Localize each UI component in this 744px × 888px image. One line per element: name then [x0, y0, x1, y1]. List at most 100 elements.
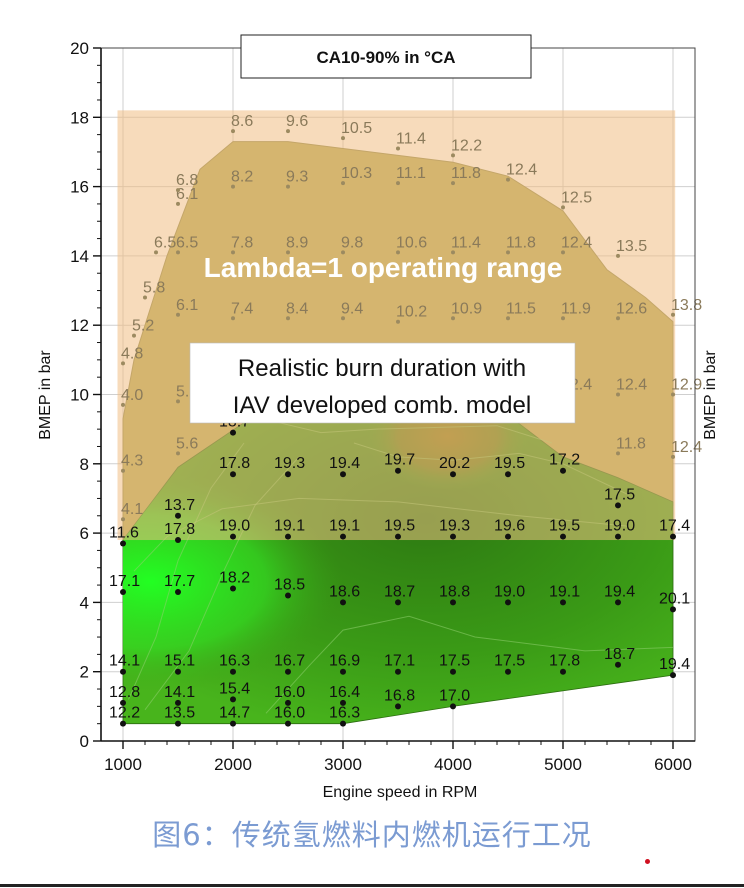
faded-point-37	[561, 316, 565, 321]
measured-point-8	[175, 589, 181, 596]
measured-point-label-30: 16.8	[384, 687, 415, 704]
faded-point-label-9: 6.5	[176, 234, 198, 251]
measured-point-4	[120, 540, 126, 547]
measured-point-label-10: 13.7	[164, 497, 195, 514]
measured-point-label-14: 18.2	[219, 570, 250, 587]
measured-point-label-19: 16.0	[274, 684, 305, 701]
faded-point-label-4: 5.2	[132, 318, 154, 335]
measured-point-label-51: 17.5	[604, 486, 635, 503]
measured-point-label-23: 19.3	[274, 455, 305, 472]
chart-title: CA10-90% in °CA	[316, 48, 455, 67]
faded-point-label-39: 12.4	[561, 234, 592, 251]
faded-point-39	[561, 250, 565, 255]
x-axis-ticks: 1000 2000 3000 4000 5000 6000	[104, 741, 692, 774]
faded-point-label-43: 12.6	[616, 300, 647, 317]
measured-point-16	[230, 471, 236, 478]
measured-point-label-32: 18.7	[384, 583, 415, 600]
measured-point-label-5: 13.5	[164, 705, 195, 722]
faded-point-25	[341, 136, 345, 141]
measured-point-43	[505, 471, 511, 478]
faded-point-label-37: 11.9	[561, 300, 591, 317]
y-tick-label-8: 16	[70, 178, 89, 197]
measured-point-44	[560, 668, 566, 675]
measured-point-label-28: 19.1	[329, 518, 360, 535]
faded-point-label-12: 5.6	[176, 435, 198, 452]
measured-point-22	[285, 533, 291, 540]
y-tick-label-4: 8	[80, 455, 89, 474]
measured-point-49	[615, 599, 621, 606]
faded-point-15	[231, 184, 235, 189]
measured-point-label-22: 19.1	[274, 518, 305, 535]
faded-point-label-23: 9.8	[341, 234, 363, 251]
faded-point-label-34: 11.5	[506, 300, 536, 317]
faded-point-5	[143, 295, 147, 300]
measured-point-45	[560, 599, 566, 606]
measured-point-label-9: 17.8	[164, 521, 195, 538]
faded-point-label-8: 6.1	[176, 297, 198, 314]
y-axis-title-left: BMEP in bar	[37, 350, 54, 440]
measured-point-label-54: 17.4	[659, 518, 690, 535]
faded-point-12	[176, 451, 180, 456]
measured-point-17	[230, 429, 236, 436]
faded-point-label-25: 10.5	[341, 120, 372, 137]
faded-point-13	[231, 316, 235, 321]
measured-point-label-41: 19.0	[494, 583, 525, 600]
measured-point-label-2: 14.1	[109, 653, 140, 670]
measured-point-label-40: 17.5	[494, 653, 525, 670]
y-tick-label-3: 6	[80, 524, 89, 543]
measured-point-label-25: 16.4	[329, 684, 360, 701]
measured-point-label-52: 19.4	[659, 656, 690, 673]
y-tick-label-9: 18	[70, 108, 89, 127]
measured-point-label-47: 17.2	[549, 452, 580, 469]
faded-point-label-31: 11.4	[451, 234, 481, 251]
x-tick-label-2: 3000	[324, 755, 362, 774]
measured-point-9	[175, 537, 181, 544]
measured-point-30	[395, 703, 401, 710]
measured-point-label-36: 17.5	[439, 653, 470, 670]
faded-point-41	[616, 451, 620, 456]
faded-point-label-45: 12.4	[671, 439, 702, 456]
faded-point-label-41: 11.8	[616, 435, 646, 452]
faded-point-label-1: 4.0	[121, 387, 143, 404]
faded-point-label-46: 12.9	[671, 377, 702, 394]
faded-point-label-28: 11.1	[396, 165, 426, 182]
measured-point-24	[340, 720, 346, 727]
faded-point-47	[671, 312, 675, 317]
faded-point-label-3: 4.1	[121, 501, 143, 518]
note-line-1: Realistic burn duration with	[238, 355, 526, 382]
faded-point-label-33: 12.2	[451, 137, 482, 154]
measured-point-47	[560, 467, 566, 474]
faded-point-28	[396, 181, 400, 186]
y-tick-label-6: 12	[70, 316, 89, 335]
faded-point-46	[671, 392, 675, 397]
measured-point-label-37: 18.8	[439, 583, 470, 600]
chart: 4.34.04.84.15.25.86.55.86.16.56.16.85.67…	[37, 34, 719, 801]
measured-point-1	[120, 699, 126, 706]
faded-point-8	[176, 312, 180, 317]
faded-point-label-29: 11.4	[396, 130, 426, 147]
faded-point-35	[506, 250, 510, 255]
measured-point-40	[505, 668, 511, 675]
measured-point-label-43: 19.5	[494, 455, 525, 472]
faded-point-1	[121, 402, 125, 407]
faded-point-19	[286, 250, 290, 255]
measured-point-41	[505, 599, 511, 606]
measured-point-7	[175, 668, 181, 675]
faded-point-7	[176, 399, 180, 404]
y-axis-ticks: 0 2 4 6 8 10 12 14 16 18 20	[70, 39, 101, 751]
lambda-range-label: Lambda=1 operating range	[204, 252, 563, 283]
x-tick-label-0: 1000	[104, 755, 142, 774]
measured-point-14	[230, 585, 236, 592]
faded-point-4	[132, 333, 136, 338]
burn-duration-note: Realistic burn duration with IAV develop…	[189, 342, 576, 424]
measured-point-label-31: 17.1	[384, 653, 415, 670]
faded-point-44	[616, 253, 620, 258]
faded-point-3	[121, 517, 125, 522]
measured-point-label-7: 15.1	[164, 653, 195, 670]
red-dot-mark	[645, 859, 650, 864]
y-tick-label-10: 20	[70, 39, 89, 58]
faded-point-label-14: 7.8	[231, 234, 253, 251]
measured-point-29	[340, 471, 346, 478]
measured-point-23	[285, 471, 291, 478]
faded-point-32	[451, 181, 455, 186]
